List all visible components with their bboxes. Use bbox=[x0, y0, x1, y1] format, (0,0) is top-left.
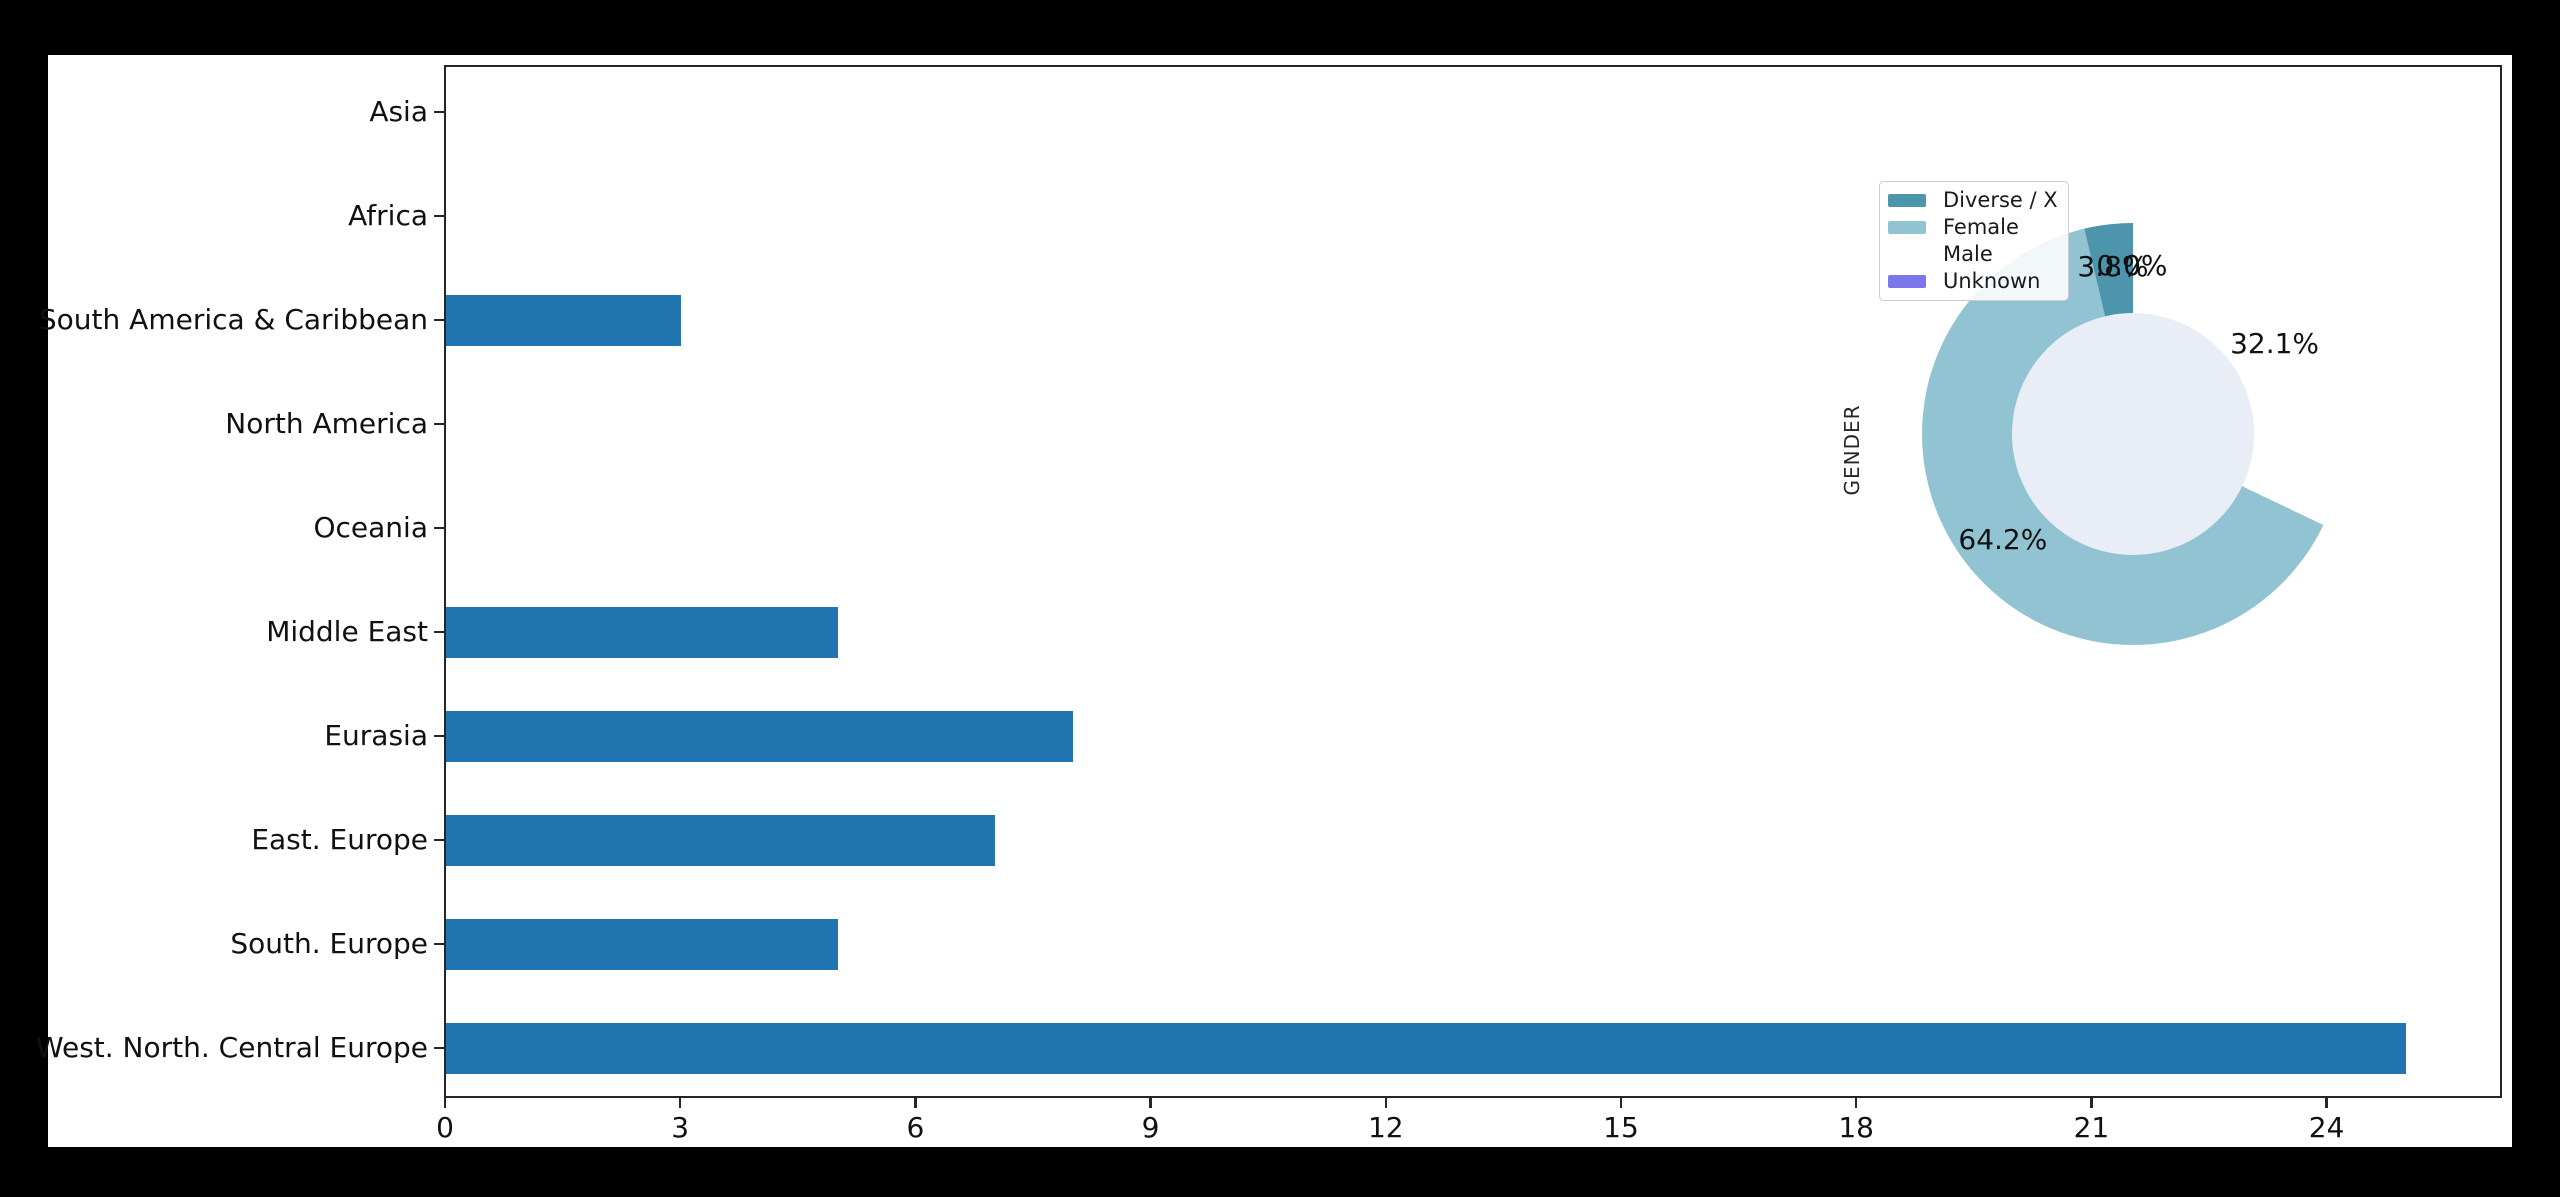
percent-label: 64.2% bbox=[1958, 523, 2048, 557]
bar-chart-plot-area bbox=[444, 65, 2502, 1098]
legend-row: Male bbox=[1888, 241, 2058, 268]
x-tick-label: 3 bbox=[671, 1111, 690, 1144]
x-tick-mark bbox=[678, 1098, 682, 1108]
x-tick-mark bbox=[443, 1098, 447, 1108]
category-label: Middle East bbox=[266, 615, 428, 648]
y-tick-mark bbox=[434, 110, 444, 114]
category-label: Asia bbox=[369, 95, 428, 128]
x-tick-label: 21 bbox=[2073, 1111, 2110, 1144]
bar bbox=[446, 1022, 2406, 1074]
legend-row: Female bbox=[1888, 214, 2058, 241]
x-tick-mark bbox=[2090, 1098, 2093, 1108]
category-label: West. North. Central Europe bbox=[35, 1031, 428, 1064]
category-label: North America bbox=[225, 407, 428, 440]
percent-label: 3.8% bbox=[2077, 250, 2149, 284]
legend-swatch-icon bbox=[1888, 194, 1926, 207]
x-tick-mark bbox=[2325, 1098, 2328, 1108]
x-tick-mark bbox=[1149, 1098, 1152, 1108]
bar bbox=[446, 606, 838, 658]
y-tick-mark bbox=[434, 1046, 444, 1050]
category-label: Africa bbox=[348, 199, 428, 232]
y-tick-mark bbox=[434, 214, 444, 218]
category-label: Oceania bbox=[313, 511, 428, 544]
y-tick-mark bbox=[434, 734, 444, 738]
category-label: South. Europe bbox=[230, 927, 428, 960]
bar bbox=[446, 918, 838, 970]
y-tick-mark bbox=[434, 526, 444, 530]
category-label: South America & Caribbean bbox=[38, 303, 428, 336]
legend-label: Unknown bbox=[1943, 269, 2041, 293]
category-label: East. Europe bbox=[251, 823, 428, 856]
legend-label: Male bbox=[1943, 242, 1993, 266]
x-tick-mark bbox=[1854, 1098, 1858, 1108]
x-tick-label: 0 bbox=[436, 1111, 454, 1144]
bar bbox=[446, 814, 995, 866]
legend-swatch-icon bbox=[1888, 221, 1926, 234]
legend-swatch-icon bbox=[1888, 248, 1926, 261]
category-label: Eurasia bbox=[324, 719, 428, 752]
x-tick-label: 6 bbox=[906, 1111, 925, 1144]
y-tick-mark bbox=[434, 942, 444, 946]
x-tick-label: 24 bbox=[2308, 1111, 2345, 1144]
bar bbox=[446, 294, 682, 346]
percent-label: 0.0% bbox=[2096, 249, 2168, 282]
x-tick-label: 12 bbox=[1367, 1111, 1404, 1144]
gender-axis-label: GENDER bbox=[1840, 404, 1864, 496]
legend-label: Female bbox=[1943, 215, 2019, 239]
legend-label: Diverse / X bbox=[1943, 188, 2058, 212]
x-tick-mark bbox=[914, 1098, 917, 1108]
gender-legend: Diverse / X Female Male Unknown bbox=[1879, 181, 2069, 301]
legend-swatch-icon bbox=[1888, 275, 1926, 288]
x-tick-label: 9 bbox=[1141, 1111, 1160, 1144]
y-tick-mark bbox=[434, 630, 444, 634]
x-tick-label: 18 bbox=[1838, 1111, 1875, 1144]
x-tick-mark bbox=[1384, 1098, 1388, 1108]
donut-hole bbox=[2012, 313, 2254, 555]
y-tick-mark bbox=[434, 422, 444, 426]
percent-label: 32.1% bbox=[2230, 326, 2320, 360]
x-tick-label: 15 bbox=[1603, 1111, 1639, 1144]
y-tick-mark bbox=[434, 838, 444, 842]
bar bbox=[446, 710, 1074, 762]
y-tick-mark bbox=[434, 318, 444, 322]
legend-row: Unknown bbox=[1888, 268, 2058, 295]
x-tick-mark bbox=[1619, 1098, 1623, 1108]
legend-row: Diverse / X bbox=[1888, 187, 2058, 214]
